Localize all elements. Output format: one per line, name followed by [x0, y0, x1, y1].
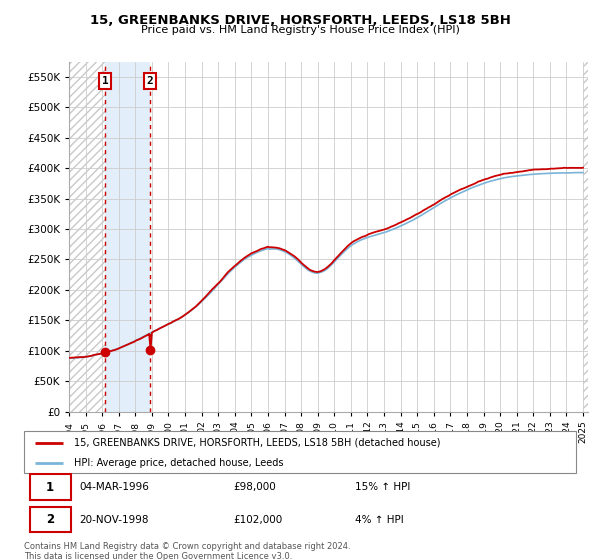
Bar	[105, 62, 150, 412]
Text: 15% ↑ HPI: 15% ↑ HPI	[355, 482, 410, 492]
Text: 2: 2	[46, 513, 54, 526]
FancyBboxPatch shape	[24, 431, 576, 473]
Text: Price paid vs. HM Land Registry's House Price Index (HPI): Price paid vs. HM Land Registry's House …	[140, 25, 460, 35]
Text: £102,000: £102,000	[234, 515, 283, 525]
Text: 4% ↑ HPI: 4% ↑ HPI	[355, 515, 404, 525]
Bar	[583, 62, 588, 412]
Text: Contains HM Land Registry data © Crown copyright and database right 2024.
This d: Contains HM Land Registry data © Crown c…	[24, 542, 350, 560]
Text: £98,000: £98,000	[234, 482, 277, 492]
Text: 1: 1	[46, 481, 54, 494]
Text: 1: 1	[101, 76, 109, 86]
Text: 20-NOV-1998: 20-NOV-1998	[79, 515, 149, 525]
Text: 2: 2	[147, 76, 154, 86]
FancyBboxPatch shape	[29, 474, 71, 500]
Text: 04-MAR-1996: 04-MAR-1996	[79, 482, 149, 492]
Text: 15, GREENBANKS DRIVE, HORSFORTH, LEEDS, LS18 5BH: 15, GREENBANKS DRIVE, HORSFORTH, LEEDS, …	[89, 14, 511, 27]
Bar	[69, 62, 105, 412]
FancyBboxPatch shape	[29, 507, 71, 533]
Text: HPI: Average price, detached house, Leeds: HPI: Average price, detached house, Leed…	[74, 458, 283, 468]
Text: 15, GREENBANKS DRIVE, HORSFORTH, LEEDS, LS18 5BH (detached house): 15, GREENBANKS DRIVE, HORSFORTH, LEEDS, …	[74, 438, 440, 448]
